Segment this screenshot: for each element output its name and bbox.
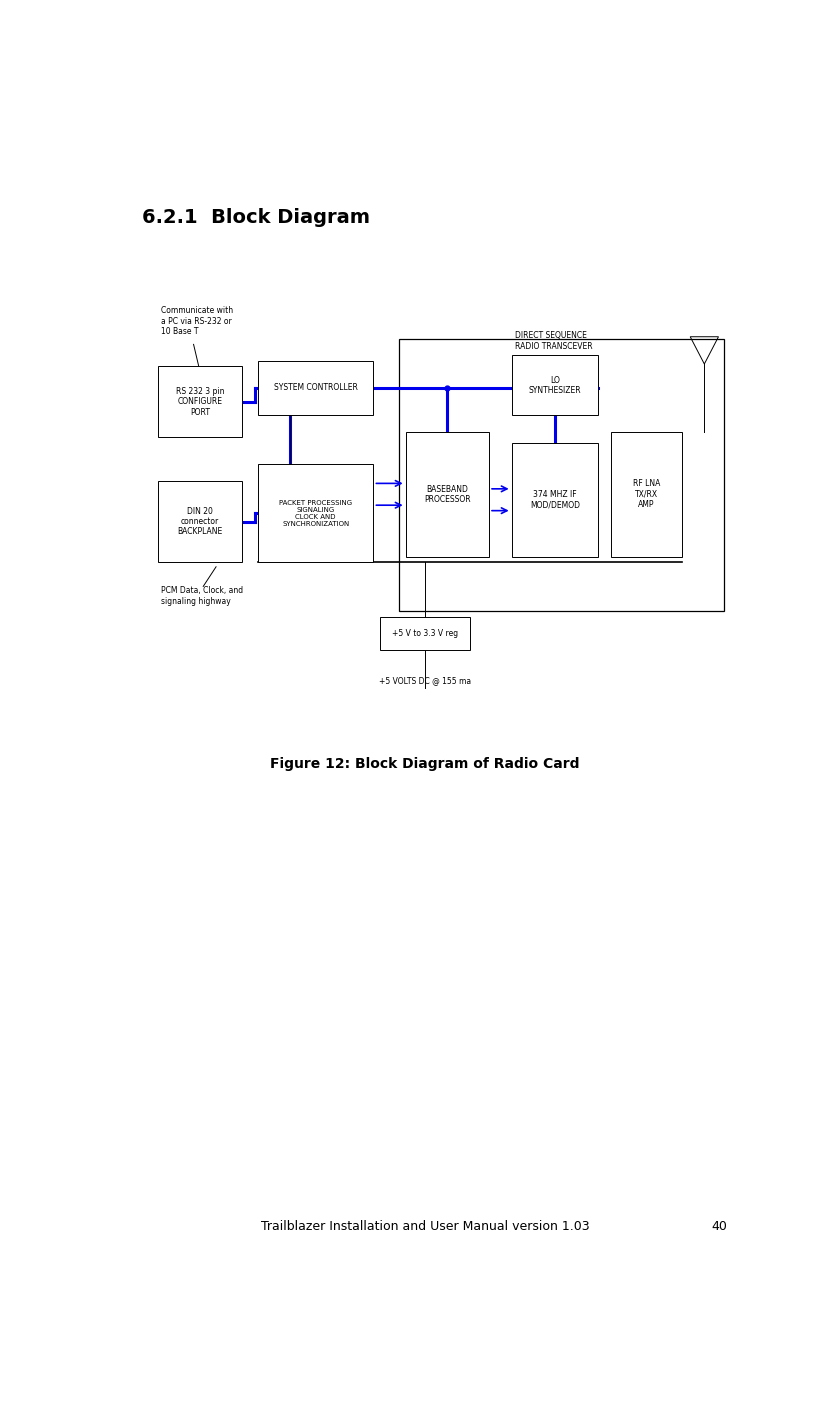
Text: SYSTEM CONTROLLER: SYSTEM CONTROLLER (273, 384, 357, 392)
Bar (379, 617, 469, 650)
Text: +5 VOLTS DC @ 155 ma: +5 VOLTS DC @ 155 ma (378, 675, 470, 685)
Text: Communicate with
a PC via RS-232 or
10 Base T: Communicate with a PC via RS-232 or 10 B… (161, 306, 233, 336)
Text: 374 MHZ IF
MOD/DEMOD: 374 MHZ IF MOD/DEMOD (529, 490, 580, 510)
Text: RF LNA
TX/RX
AMP: RF LNA TX/RX AMP (632, 480, 659, 510)
Bar (158, 480, 242, 562)
Text: DIN 20
connector
BACKPLANE: DIN 20 connector BACKPLANE (177, 507, 223, 537)
Text: PACKET PROCESSING
SIGNALING
CLOCK AND
SYNCHRONIZATION: PACKET PROCESSING SIGNALING CLOCK AND SY… (279, 500, 352, 527)
Bar (511, 355, 598, 415)
Text: RS 232 3 pin
CONFIGURE
PORT: RS 232 3 pin CONFIGURE PORT (176, 387, 224, 416)
Bar (610, 432, 681, 556)
Text: 40: 40 (710, 1221, 726, 1233)
Text: Figure 12: Block Diagram of Radio Card: Figure 12: Block Diagram of Radio Card (270, 758, 579, 772)
Text: Trailblazer Installation and User Manual version 1.03: Trailblazer Installation and User Manual… (260, 1221, 589, 1233)
Text: DIRECT SEQUENCE
RADIO TRANSCEVER: DIRECT SEQUENCE RADIO TRANSCEVER (514, 331, 591, 351)
Bar (511, 442, 598, 556)
Bar (399, 338, 723, 612)
Bar (258, 361, 373, 415)
Bar (405, 432, 489, 556)
Text: PCM Data, Clock, and
signaling highway: PCM Data, Clock, and signaling highway (161, 586, 243, 606)
Text: BASEBAND
PROCESSOR: BASEBAND PROCESSOR (424, 484, 470, 504)
Text: 6.2.1  Block Diagram: 6.2.1 Block Diagram (142, 208, 370, 227)
Bar (258, 464, 373, 562)
Bar (158, 367, 242, 438)
Text: +5 V to 3.3 V reg: +5 V to 3.3 V reg (392, 629, 457, 637)
Text: LO
SYNTHESIZER: LO SYNTHESIZER (528, 375, 580, 395)
